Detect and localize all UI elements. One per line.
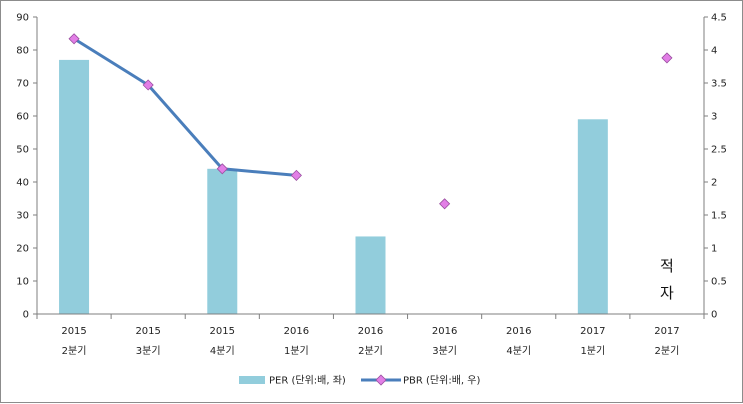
- x-tick-label-quarter: 4분기: [210, 345, 235, 357]
- pbr-line: [73, 37, 297, 177]
- y-tick-label-right: 0: [711, 310, 717, 321]
- legend-per-label: PER (단위:배, 좌): [269, 374, 346, 387]
- y-tick-label-right: 3.5: [711, 79, 727, 90]
- x-tick-label-quarter: 1분기: [580, 345, 605, 357]
- per-bar: [207, 168, 238, 314]
- x-tick-label-quarter: 3분기: [432, 345, 457, 357]
- y-tick-label-right: 3: [711, 112, 717, 123]
- x-tick-label-year: 2017: [580, 326, 605, 337]
- y-tick-label-left: 50: [16, 145, 29, 156]
- y-tick-label-right: 1.5: [711, 211, 727, 222]
- x-tick-label-year: 2015: [135, 326, 160, 337]
- y-tick-label-left: 20: [16, 244, 29, 255]
- x-tick-label-year: 2016: [358, 326, 383, 337]
- x-tick-label-quarter: 2분기: [358, 345, 383, 357]
- x-tick-label-year: 2016: [432, 326, 457, 337]
- x-tick-label-year: 2016: [284, 326, 309, 337]
- deficit-annotation: 적: [660, 257, 674, 275]
- y-tick-label-left: 90: [16, 13, 29, 24]
- y-tick-label-right: 2: [711, 178, 717, 189]
- deficit-annotation: 자: [660, 284, 674, 302]
- per-bar: [355, 236, 386, 314]
- x-tick-label-year: 2015: [61, 326, 86, 337]
- legend-pbr-marker: [375, 374, 387, 386]
- y-tick-label-right: 0.5: [711, 277, 727, 288]
- y-tick-label-right: 2.5: [711, 145, 727, 156]
- y-tick-label-left: 10: [16, 277, 29, 288]
- x-tick-label-year: 2016: [506, 326, 531, 337]
- x-tick-label-quarter: 1분기: [284, 345, 309, 357]
- x-tick-label-quarter: 2분기: [655, 345, 680, 357]
- y-tick-label-right: 4: [711, 46, 717, 57]
- x-tick-label-year: 2017: [654, 326, 679, 337]
- x-tick-label-quarter: 2분기: [62, 345, 87, 357]
- y-tick-label-left: 0: [23, 310, 29, 321]
- y-tick-label-left: 60: [16, 112, 29, 123]
- pbr-marker: [290, 169, 302, 181]
- x-tick-label-quarter: 4분기: [506, 345, 531, 357]
- pbr-marker: [661, 52, 673, 64]
- y-tick-label-right: 1: [711, 244, 717, 255]
- y-tick-label-left: 70: [16, 79, 29, 90]
- legend-per-swatch: [239, 376, 265, 384]
- pbr-marker: [68, 33, 80, 45]
- y-tick-label-left: 80: [16, 46, 29, 57]
- legend-pbr-label: PBR (단위:배, 우): [403, 374, 480, 387]
- x-tick-label-quarter: 3분기: [136, 345, 161, 357]
- y-tick-label-right: 4.5: [711, 13, 727, 24]
- per-bar: [577, 119, 608, 314]
- pbr-marker: [439, 198, 451, 210]
- pbr-marker: [142, 79, 154, 91]
- pbr-marker: [216, 163, 228, 175]
- y-tick-label-left: 30: [16, 211, 29, 222]
- per-bar: [59, 59, 90, 315]
- x-tick-label-year: 2015: [210, 326, 235, 337]
- y-tick-label-left: 40: [16, 178, 29, 189]
